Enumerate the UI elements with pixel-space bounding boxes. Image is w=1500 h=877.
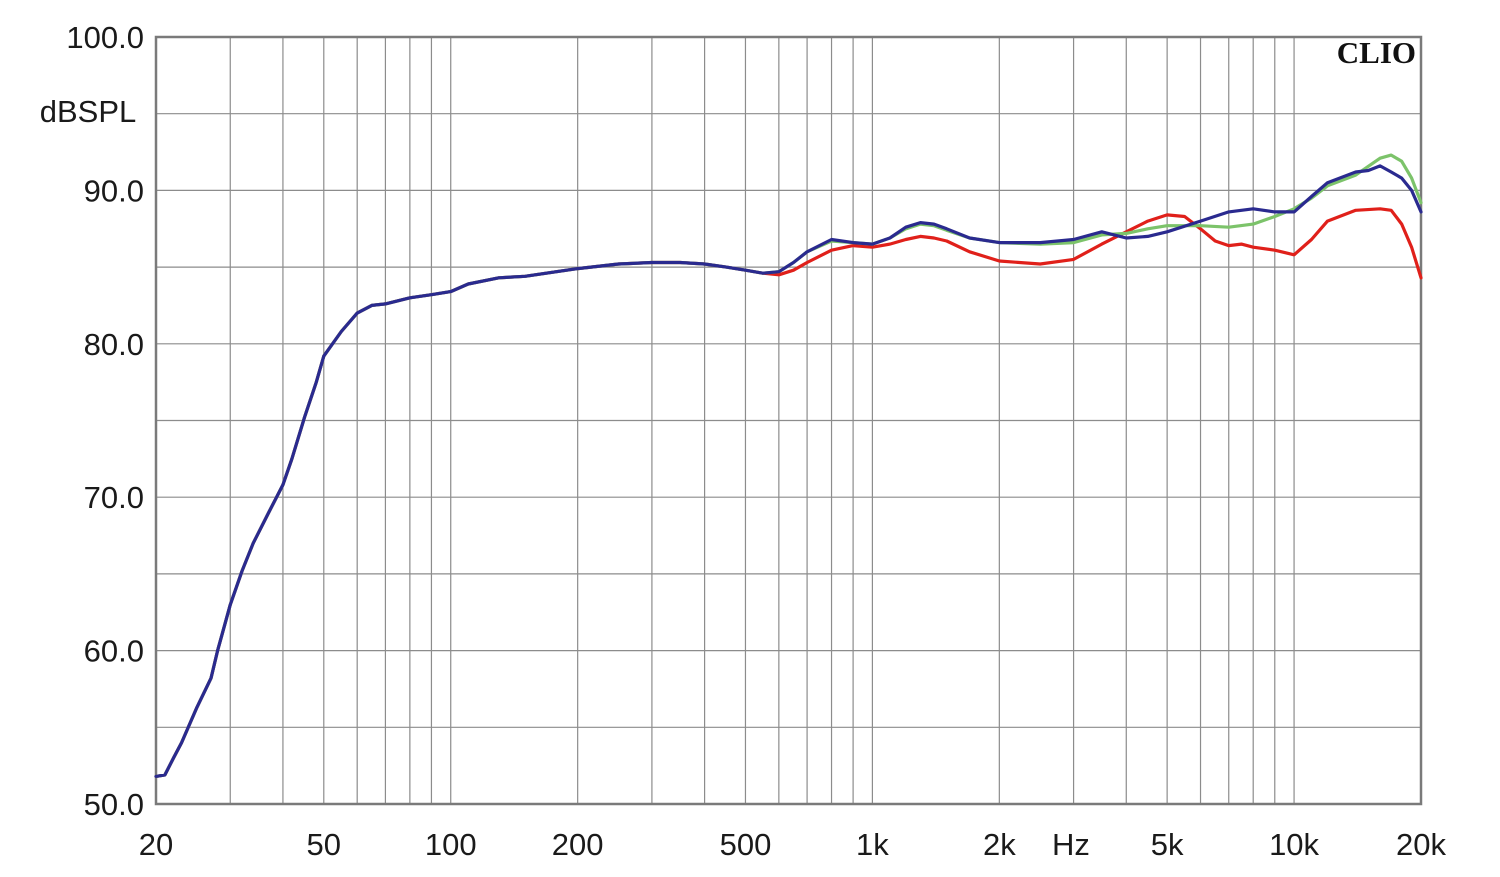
y-tick-labels: 100.0 90.0 80.0 70.0 60.0 50.0	[66, 20, 144, 822]
x-tick-label: 200	[552, 827, 604, 862]
x-tick-label: 20	[139, 827, 173, 862]
x-tick-label: 500	[720, 827, 772, 862]
y-tick-label: 80.0	[84, 327, 144, 362]
y-tick-label: 90.0	[84, 173, 144, 208]
series-line	[154, 164, 1423, 778]
plot-frame	[154, 35, 1423, 806]
y-tick-label: 60.0	[84, 634, 144, 669]
y-tick-label: 70.0	[84, 480, 144, 515]
y-tick-label: 50.0	[84, 787, 144, 822]
x-tick-label: 100	[425, 827, 477, 862]
x-tick-label: 50	[307, 827, 341, 862]
x-tick-label: 20k	[1396, 827, 1446, 862]
x-tick-label: 2k	[983, 827, 1016, 862]
x-tick-label: 10k	[1269, 827, 1319, 862]
x-tick-label: 1k	[856, 827, 889, 862]
y-tick-label: 100.0	[66, 20, 144, 55]
grid-lines	[155, 36, 1422, 805]
y-axis-label: dBSPL	[40, 94, 137, 129]
clio-brand-label: CLIO	[1337, 35, 1416, 70]
series-line	[154, 207, 1423, 778]
x-axis-label: Hz	[1052, 827, 1090, 862]
x-tick-label: 5k	[1151, 827, 1184, 862]
x-tick-labels: 20 50 100 200 500 1k 2k 5k 10k 20k	[139, 827, 1447, 862]
series-line	[154, 153, 1423, 778]
series-layer	[154, 153, 1423, 778]
